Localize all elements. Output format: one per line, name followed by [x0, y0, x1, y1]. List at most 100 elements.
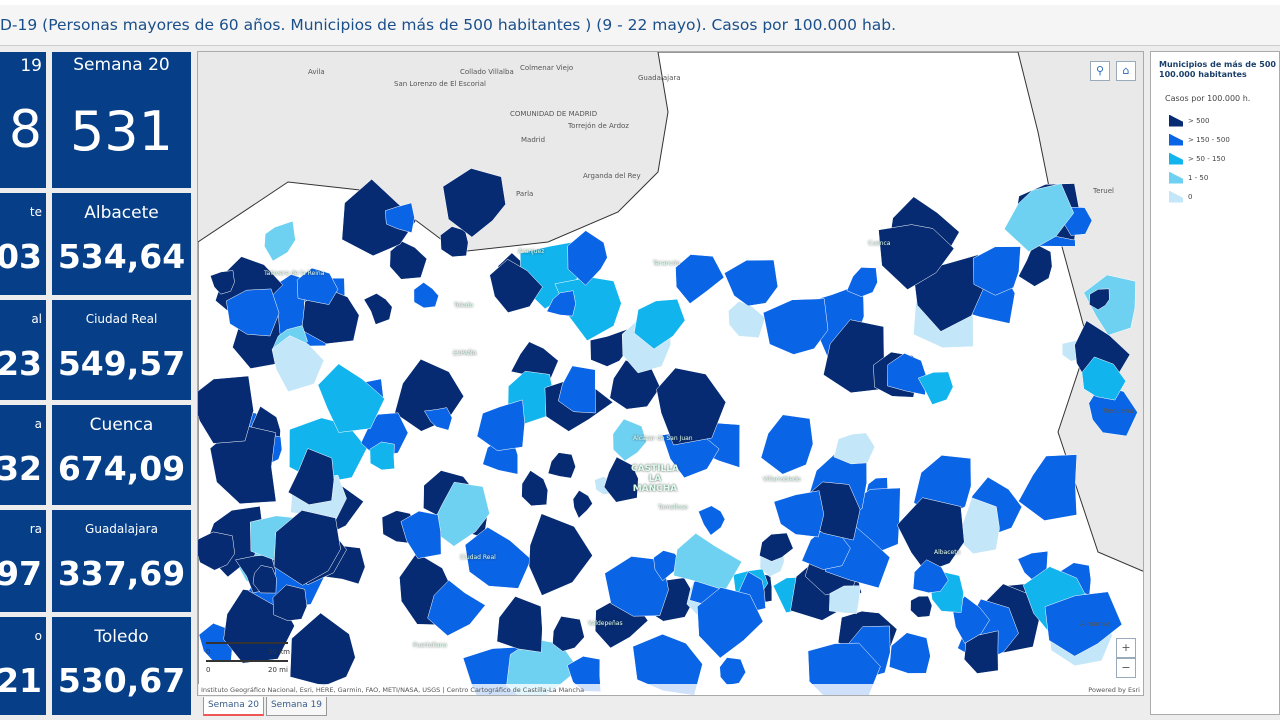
municipality-area[interactable] — [1089, 288, 1110, 311]
municipality-area[interactable] — [567, 230, 608, 286]
municipality-area[interactable] — [464, 526, 532, 589]
municipality-area[interactable] — [760, 414, 814, 475]
card-label: ra — [29, 522, 42, 536]
municipality-area[interactable] — [546, 290, 576, 317]
municipality-area[interactable] — [264, 220, 296, 262]
region-card-partial: o 21 — [0, 617, 46, 715]
municipality-area[interactable] — [423, 407, 453, 431]
municipality-area[interactable] — [496, 596, 543, 653]
municipality-area[interactable] — [719, 657, 746, 686]
legend-item: 1 - 50 — [1151, 168, 1279, 187]
municipality-area[interactable] — [317, 363, 385, 433]
municipality-area[interactable] — [385, 202, 415, 234]
municipality-area[interactable] — [198, 531, 235, 571]
municipality-area[interactable] — [1003, 183, 1074, 253]
municipality-area[interactable] — [829, 585, 861, 614]
municipality-area[interactable] — [762, 298, 829, 355]
municipality-area[interactable] — [252, 565, 277, 594]
municipality-area[interactable] — [528, 513, 593, 596]
home-button[interactable]: ⌂ — [1116, 61, 1136, 81]
map-attribution: Instituto Geográfico Nacional, Esri, HER… — [198, 684, 1143, 695]
map-place-label: Guadalajara — [638, 74, 681, 82]
map-place-label: Toledo — [454, 302, 474, 309]
legend-label: 0 — [1188, 192, 1193, 201]
municipality-area[interactable] — [369, 441, 395, 471]
municipality-area[interactable] — [521, 470, 549, 507]
municipality-area[interactable] — [807, 642, 881, 696]
search-button[interactable]: ⚲ — [1090, 61, 1110, 81]
search-icon: ⚲ — [1095, 64, 1105, 77]
municipality-area[interactable] — [653, 550, 684, 582]
municipality-area[interactable] — [972, 246, 1021, 296]
municipality-area[interactable] — [1044, 591, 1123, 657]
municipality-area[interactable] — [910, 595, 933, 618]
card-value: 32 — [0, 449, 42, 488]
municipality-area[interactable] — [823, 319, 885, 394]
municipality-area[interactable] — [773, 490, 825, 538]
municipality-area[interactable] — [759, 532, 794, 562]
tab-semana-20[interactable]: Semana 20 — [203, 697, 264, 716]
card-label: o — [34, 629, 42, 643]
legend-item: > 500 — [1151, 111, 1279, 130]
municipality-area[interactable] — [656, 367, 727, 446]
municipality-area[interactable] — [226, 288, 280, 337]
municipality-area[interactable] — [572, 490, 593, 519]
municipality-area[interactable] — [413, 282, 439, 309]
municipality-area[interactable] — [878, 224, 955, 290]
map-view[interactable]: Avila Collado Villalba Colmenar Viejo San L… — [197, 51, 1144, 696]
region-card-partial: 19 8 — [0, 52, 46, 188]
municipality-area[interactable] — [612, 418, 647, 462]
municipality-area[interactable] — [198, 375, 254, 444]
municipality-area[interactable] — [603, 456, 639, 503]
municipality-area[interactable] — [476, 399, 525, 451]
map-place-label: Alcázar de San Juan — [633, 435, 693, 442]
municipality-area[interactable] — [552, 616, 585, 652]
map-place-label: Teruel — [1093, 187, 1114, 195]
municipality-area[interactable] — [489, 258, 543, 313]
map-place-label: Talavera de la Reina — [264, 270, 325, 277]
municipality-area[interactable] — [912, 559, 949, 593]
municipality-area[interactable] — [675, 254, 725, 304]
municipality-area[interactable] — [400, 510, 442, 559]
municipality-area[interactable] — [590, 328, 628, 367]
municipality-area[interactable] — [273, 510, 341, 586]
tab-semana-19[interactable]: Semana 19 — [266, 697, 327, 716]
municipality-area[interactable] — [1018, 454, 1078, 521]
municipality-area[interactable] — [442, 168, 506, 238]
municipality-area[interactable] — [558, 365, 596, 414]
municipality-area[interactable] — [272, 584, 308, 622]
card-label: 19 — [20, 56, 42, 76]
municipality-area[interactable] — [833, 432, 876, 465]
municipality-area[interactable] — [209, 270, 235, 295]
card-label: Cuenca — [89, 415, 154, 435]
municipality-area[interactable] — [633, 298, 686, 350]
municipality-area[interactable] — [887, 353, 927, 396]
legend-title-line2: 100.000 habitantes — [1159, 70, 1247, 79]
municipality-area[interactable] — [963, 630, 999, 674]
municipality-area[interactable] — [889, 632, 931, 674]
municipality-area[interactable] — [917, 371, 954, 405]
municipality-area[interactable] — [296, 267, 339, 305]
municipality-area[interactable] — [363, 293, 393, 325]
municipality-area[interactable] — [341, 178, 417, 257]
municipality-area[interactable] — [301, 288, 360, 345]
municipality-area[interactable] — [547, 452, 576, 479]
municipality-area[interactable] — [896, 497, 965, 573]
municipality-area[interactable] — [271, 335, 325, 393]
map-place-label: Parla — [516, 190, 534, 198]
municipality-area[interactable] — [697, 587, 764, 659]
municipality-area[interactable] — [289, 612, 356, 687]
card-label: al — [31, 312, 42, 326]
municipality-area[interactable] — [723, 259, 779, 307]
municipality-area[interactable] — [287, 448, 335, 505]
municipality-area[interactable] — [698, 505, 726, 536]
powered-by-esri[interactable]: Powered by Esri — [1088, 686, 1140, 694]
zoom-out-button[interactable]: − — [1116, 658, 1136, 678]
municipality-area[interactable] — [389, 241, 428, 280]
municipality-area[interactable] — [846, 267, 878, 297]
municipality-area[interactable] — [209, 423, 277, 505]
municipality-area[interactable] — [1018, 242, 1053, 287]
zoom-in-button[interactable]: + — [1116, 638, 1136, 658]
municipality-area[interactable] — [1081, 356, 1127, 401]
municipality-area[interactable] — [427, 579, 486, 636]
